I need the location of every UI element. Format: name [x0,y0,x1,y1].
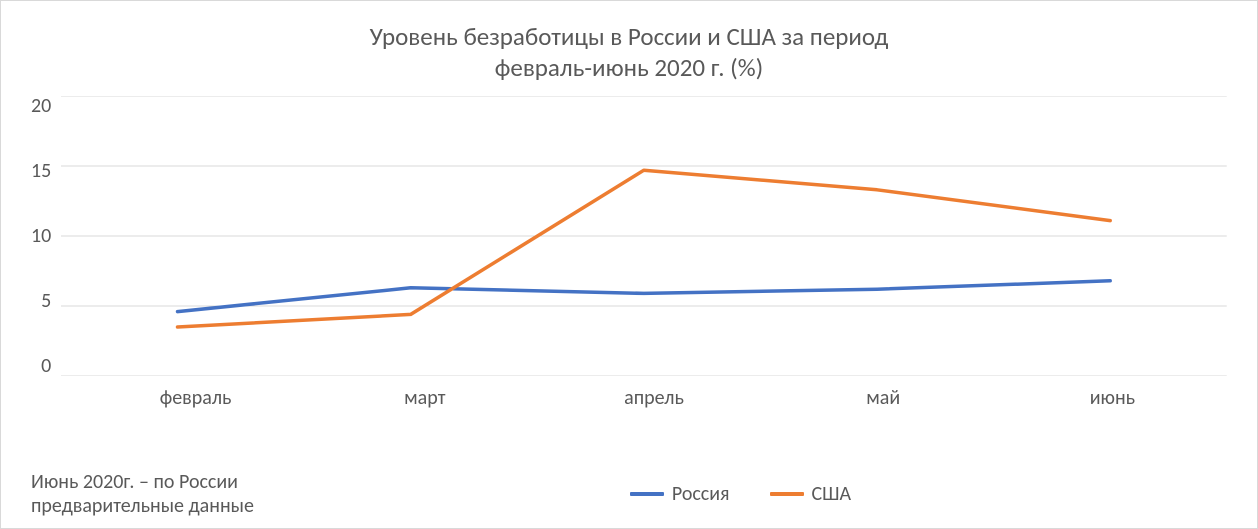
y-axis-labels: 20 15 10 5 0 [31,96,61,376]
x-tick-label: март [310,376,539,410]
plot-area [61,96,1227,376]
chart-title: Уровень безработицы в России и США за пе… [31,21,1227,84]
chart-footer: Июнь 2020г. – по России предварительные … [31,470,1227,518]
y-tick-label: 20 [31,96,51,116]
legend-swatch [770,492,804,496]
line-chart-svg [61,96,1227,376]
series-line [178,170,1111,327]
legend-label: США [812,482,852,506]
chart-title-line2: февраль-июнь 2020 г. (%) [31,52,1227,83]
x-tick-label: июнь [998,376,1227,410]
legend-item: США [770,482,852,506]
x-tick-label: февраль [81,376,310,410]
legend-swatch [630,492,664,496]
x-tick-label: май [769,376,998,410]
chart-container: Уровень безработицы в России и США за пе… [0,0,1258,529]
x-axis-labels: февральмартапрельмайиюнь [81,376,1227,410]
legend: Россия США [254,482,1227,506]
footnote-line2: предварительные данные [31,494,254,518]
y-tick-label: 0 [41,356,51,376]
y-tick-label: 10 [31,226,51,246]
x-tick-label: апрель [539,376,768,410]
legend-item: Россия [630,482,730,506]
y-tick-label: 15 [31,161,51,181]
footnote: Июнь 2020г. – по России предварительные … [31,470,254,518]
y-tick-label: 5 [41,291,51,311]
legend-label: Россия [672,482,730,506]
footnote-line1: Июнь 2020г. – по России [31,470,254,494]
series-line [178,280,1111,311]
chart-title-line1: Уровень безработицы в России и США за пе… [31,21,1227,52]
